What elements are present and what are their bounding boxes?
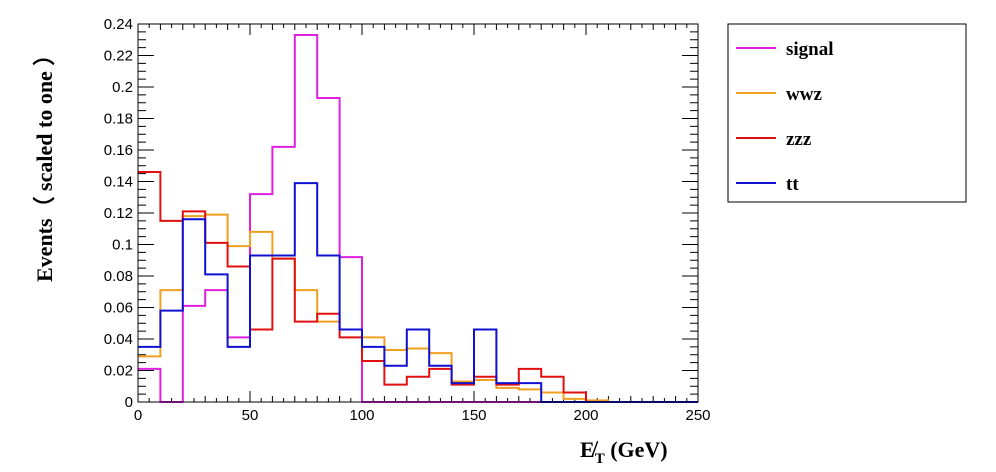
data-series <box>138 34 698 403</box>
series-tt-step-line <box>138 182 698 403</box>
x-axis-title: E̸T (GeV) <box>580 437 668 467</box>
y-tick-label: 0.2 <box>112 79 133 96</box>
x-axis-title-unit: (GeV) <box>605 437 668 462</box>
y-tick-label: 0 <box>125 394 133 411</box>
x-tick-label: 250 <box>685 407 710 424</box>
y-tick-label: 0.12 <box>104 205 133 222</box>
x-tick-label: 50 <box>242 407 259 424</box>
x-tick-label: 200 <box>573 407 598 424</box>
y-tick-label: 0.24 <box>104 16 133 33</box>
y-tick-label: 0.04 <box>104 331 133 348</box>
y-tick-labels: 0 0.02 0.04 0.06 0.08 0.1 0.12 0.14 0.16 0.18 0.2 0… <box>104 16 133 411</box>
legend-label-signal: signal <box>786 39 834 60</box>
y-tick-label: 0.1 <box>112 237 133 254</box>
y-axis-ticks <box>138 23 698 403</box>
x-axis-title-main: E̸ <box>580 437 599 462</box>
y-axis-title: Events（ scaled to one ） <box>32 44 57 282</box>
legend-box <box>727 23 967 203</box>
x-axis-ticks <box>137 24 699 402</box>
x-tick-label: 150 <box>461 407 486 424</box>
legend-label-tt: tt <box>786 174 799 195</box>
y-tick-label: 0.16 <box>104 142 133 159</box>
x-tick-label: 100 <box>349 407 374 424</box>
x-axis-title-subscript: T <box>595 451 605 467</box>
y-tick-label: 0.06 <box>104 300 133 317</box>
plot-frame <box>137 23 699 403</box>
y-tick-label: 0.08 <box>104 268 133 285</box>
y-tick-label: 0.18 <box>104 111 133 128</box>
y-tick-label: 0.02 <box>104 363 133 380</box>
y-tick-label: 0.14 <box>104 174 133 191</box>
legend-label-zzz: zzz <box>786 129 812 150</box>
series-signal-step-line <box>138 34 698 403</box>
x-tick-label: 0 <box>134 407 142 424</box>
legend: signal wwz zzz tt <box>727 23 967 203</box>
x-tick-labels: 0 50 100 150 200 250 <box>134 407 711 424</box>
series-zzz-step-line <box>138 171 698 403</box>
y-tick-label: 0.22 <box>104 48 133 65</box>
legend-label-wwz: wwz <box>786 84 822 105</box>
